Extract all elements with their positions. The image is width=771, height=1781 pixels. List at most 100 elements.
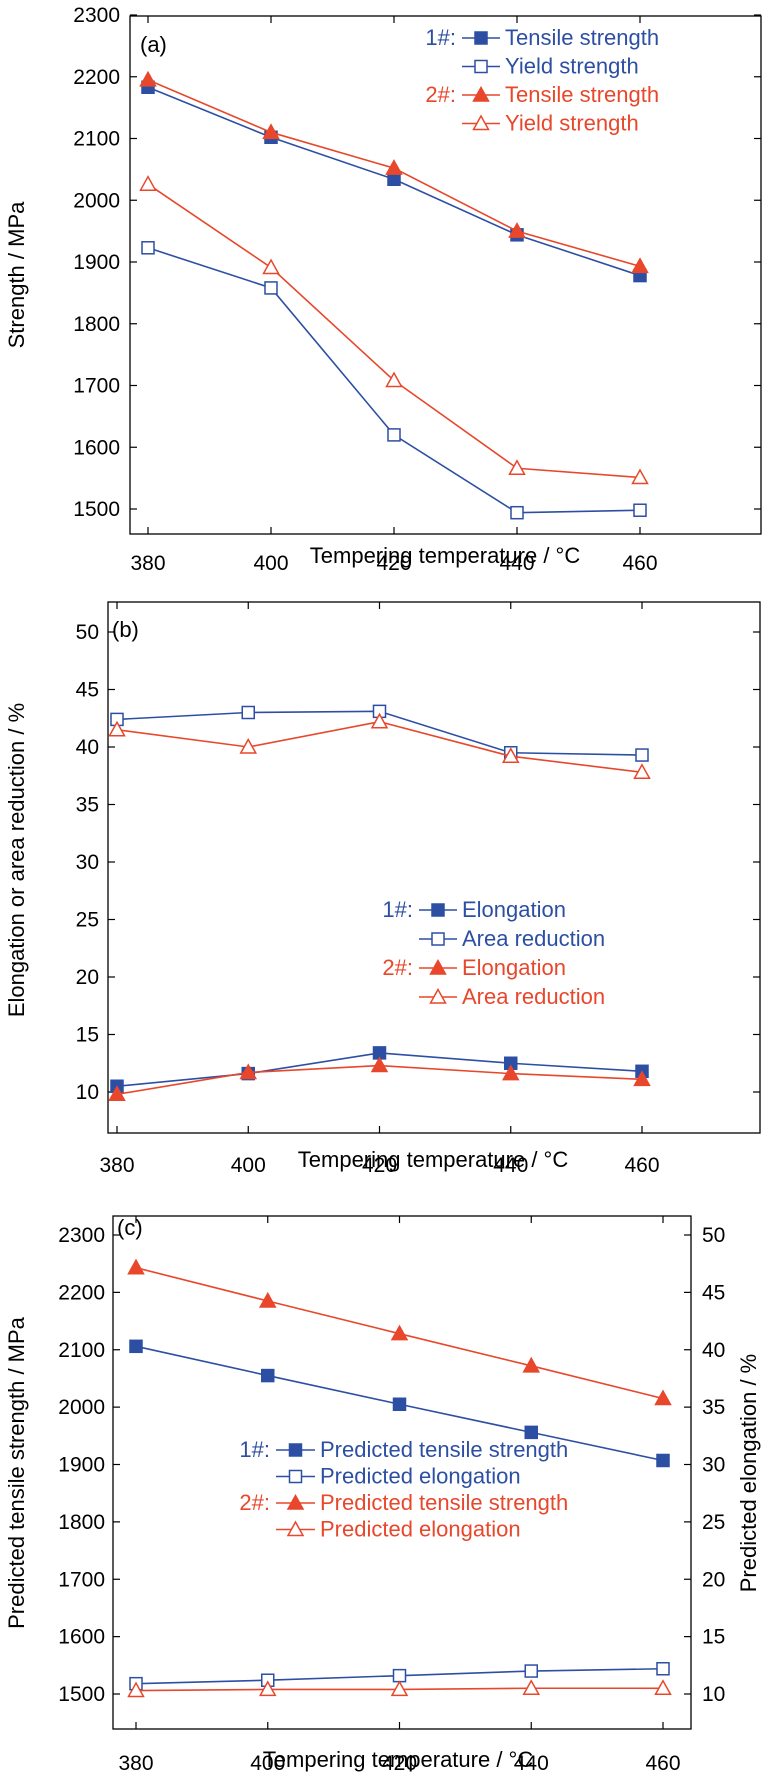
legend-marker xyxy=(472,85,490,102)
data-point xyxy=(392,1668,407,1683)
legend-label: Elongation xyxy=(462,897,566,922)
panel-label: (a) xyxy=(140,32,167,57)
y-tick-label: 1700 xyxy=(58,1568,105,1591)
data-point xyxy=(127,1258,145,1275)
x-tick-label: 440 xyxy=(493,1154,528,1177)
data-point xyxy=(631,468,649,485)
legend-group-label: 1#: xyxy=(239,1437,270,1462)
legend-group-label: 1#: xyxy=(425,25,456,50)
data-point xyxy=(633,763,651,780)
legend-label: Area reduction xyxy=(462,984,605,1009)
panel-label: (c) xyxy=(117,1215,143,1240)
y-axis-title-right: Predicted elongation / % xyxy=(736,1354,761,1593)
data-point xyxy=(508,222,526,238)
legend-marker xyxy=(288,1469,303,1484)
data-point xyxy=(258,1680,277,1697)
x-axis-title: Tempering temperature / °C xyxy=(298,1147,569,1172)
panel-a: (a) Tempering temperature / °C Strength … xyxy=(4,4,762,575)
legend-group-label: 2#: xyxy=(239,1490,270,1515)
legend-marker xyxy=(288,1443,303,1457)
panel-b: (b) Tempering temperature / °C Elongatio… xyxy=(4,601,761,1177)
y-tick-label-right: 10 xyxy=(702,1683,725,1706)
y-tick-label-right: 20 xyxy=(702,1568,725,1591)
data-point xyxy=(501,1064,520,1081)
data-point xyxy=(522,1679,541,1696)
y-tick-label: 40 xyxy=(76,736,99,759)
data-point xyxy=(258,1291,277,1308)
y-tick-label: 2000 xyxy=(73,189,120,212)
data-point xyxy=(635,748,649,762)
y-tick-label: 1800 xyxy=(73,313,120,336)
plot-frame xyxy=(107,601,761,1134)
x-tick-label: 400 xyxy=(250,1752,285,1775)
data-point xyxy=(387,172,401,187)
y-tick-label: 1600 xyxy=(58,1626,105,1649)
legend-marker xyxy=(474,31,488,45)
data-point xyxy=(139,70,157,87)
y-tick-label: 45 xyxy=(76,679,99,702)
x-tick-label: 400 xyxy=(253,552,288,575)
y-tick-label: 20 xyxy=(76,966,99,989)
y-tick-label-right: 50 xyxy=(702,1224,725,1247)
y-tick-label: 1700 xyxy=(73,375,120,398)
x-tick-label: 420 xyxy=(382,1752,417,1775)
y-tick-label: 25 xyxy=(76,909,99,932)
data-point xyxy=(241,705,255,720)
data-point xyxy=(387,428,401,442)
x-tick-label: 400 xyxy=(231,1154,266,1177)
y-tick-label-right: 25 xyxy=(702,1511,725,1534)
legend-label: Predicted elongation xyxy=(320,1464,521,1489)
legend-marker xyxy=(472,114,490,131)
legend-label: Yield strength xyxy=(505,111,639,136)
y-tick-label: 1900 xyxy=(58,1454,105,1477)
y-tick-label: 2200 xyxy=(73,66,120,89)
legend-label: Elongation xyxy=(462,955,566,980)
data-point xyxy=(141,241,155,255)
y-tick-label-right: 30 xyxy=(702,1454,725,1477)
y-tick-label: 2300 xyxy=(73,4,120,27)
data-point xyxy=(390,1680,409,1697)
data-point xyxy=(656,1662,670,1676)
y-tick-label-right: 15 xyxy=(702,1626,725,1649)
data-point xyxy=(633,1070,651,1087)
y-tick-label: 2000 xyxy=(58,1396,105,1419)
legend-label: Predicted elongation xyxy=(320,1517,521,1542)
legend-marker xyxy=(286,1520,305,1537)
y-tick-label: 10 xyxy=(76,1081,99,1104)
y-tick-label: 1500 xyxy=(58,1683,105,1706)
x-tick-label: 420 xyxy=(362,1154,397,1177)
plot-frame xyxy=(112,1215,692,1730)
y-tick-label-right: 45 xyxy=(702,1281,725,1304)
data-point xyxy=(522,1356,541,1373)
panel-c: (c) Tempering temperature / °C Predicted… xyxy=(4,1215,761,1775)
data-point xyxy=(108,720,126,737)
data-point xyxy=(524,1425,538,1440)
x-tick-label: 380 xyxy=(99,1154,134,1177)
x-tick-label: 440 xyxy=(499,552,534,575)
legend-marker xyxy=(431,932,445,946)
data-point xyxy=(654,1389,672,1406)
data-point xyxy=(508,459,526,475)
y-tick-label: 2300 xyxy=(58,1224,105,1247)
data-point xyxy=(501,747,520,763)
legend-marker xyxy=(431,903,445,917)
data-point xyxy=(239,737,258,754)
x-tick-label: 460 xyxy=(624,1154,659,1177)
x-tick-label: 380 xyxy=(130,552,165,575)
y-tick-label: 30 xyxy=(76,851,99,874)
legend-group-label: 1#: xyxy=(382,897,413,922)
y-tick-label: 2100 xyxy=(73,128,120,151)
series-line xyxy=(116,720,643,774)
y-tick-label: 2100 xyxy=(58,1339,105,1362)
y-axis-title: Predicted tensile strength / MPa xyxy=(4,1316,29,1629)
data-point xyxy=(261,1368,275,1383)
x-axis-title: Tempering temperature / °C xyxy=(310,543,581,568)
legend-marker xyxy=(429,987,447,1004)
data-point xyxy=(127,1681,145,1698)
legend-label: Area reduction xyxy=(462,926,605,951)
legend-marker xyxy=(474,59,488,74)
data-point xyxy=(524,1664,538,1678)
y-tick-label: 1600 xyxy=(73,436,120,459)
